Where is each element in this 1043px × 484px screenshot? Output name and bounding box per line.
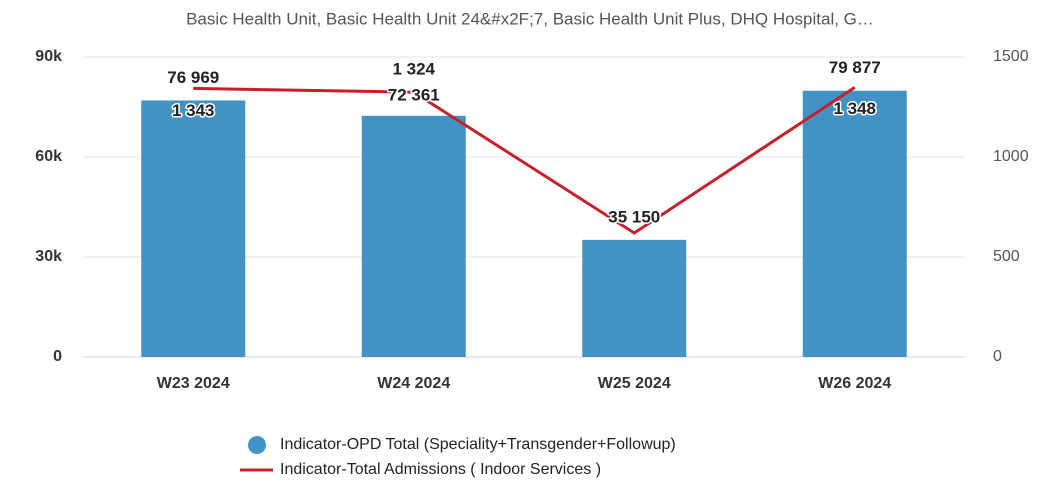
- data-label: 1 324: [392, 60, 435, 79]
- y2-tick-label: 0: [993, 348, 1002, 365]
- data-label: 76 969: [167, 68, 219, 87]
- legend-label: Indicator-OPD Total (Speciality+Transgen…: [280, 436, 676, 453]
- legend-label: Indicator-Total Admissions ( Indoor Serv…: [280, 461, 601, 478]
- line: [193, 86, 856, 235]
- data-label: 1 348: [833, 99, 876, 118]
- bar: [582, 239, 687, 357]
- data-label: 79 877: [829, 58, 881, 77]
- x-tick-label: W26 2024: [818, 375, 891, 392]
- y-tick-label: 60k: [35, 148, 62, 165]
- y2-tick-label: 1000: [993, 148, 1029, 165]
- x-tick-label: W23 2024: [157, 375, 230, 392]
- y2-tick-label: 500: [993, 248, 1020, 265]
- data-label: 72 361: [388, 85, 440, 104]
- x-tick-label: W24 2024: [377, 375, 450, 392]
- bar: [802, 90, 907, 357]
- y-tick-label: 0: [53, 348, 62, 365]
- x-tick-label: W25 2024: [598, 375, 671, 392]
- y-tick-label: 30k: [35, 248, 62, 265]
- bar: [141, 100, 246, 357]
- chart-title: Basic Health Unit, Basic Health Unit 24&…: [186, 9, 874, 28]
- data-label: 35 150: [608, 207, 660, 226]
- bar: [361, 115, 466, 358]
- y2-tick-label: 1500: [993, 48, 1029, 65]
- data-label: 1 343: [172, 101, 215, 120]
- y-tick-label: 90k: [35, 48, 62, 65]
- legend-marker: [248, 436, 266, 454]
